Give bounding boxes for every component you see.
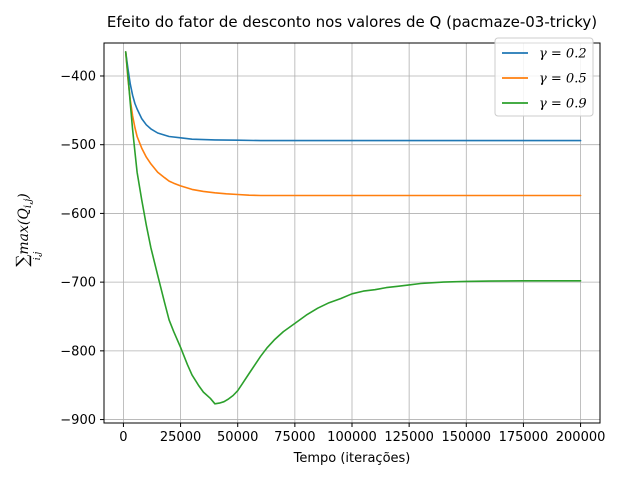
legend-entry: γ = 0.5 — [539, 72, 587, 87]
x-tick-label: 25000 — [160, 430, 201, 445]
x-tick-label: 125000 — [384, 430, 434, 445]
y-tick-label: −500 — [60, 138, 96, 153]
y-tick-label: −700 — [60, 276, 96, 291]
y-axis-label: ∑max(Qi,j) i,j — [13, 193, 43, 267]
x-tick-label: 75000 — [274, 430, 315, 445]
series-line — [124, 51, 582, 142]
y-tick-label: −600 — [60, 207, 96, 222]
y-axis-label-inner-sub: i,j — [23, 199, 34, 208]
x-tick-label: 0 — [119, 430, 127, 445]
y-axis-label-close: ) — [16, 193, 32, 199]
x-tick-label: 50000 — [217, 430, 258, 445]
y-tick-label: −800 — [60, 344, 96, 359]
y-axis-label-sum-subscript: i,j — [33, 252, 43, 261]
series-line — [124, 51, 582, 197]
y-tick-label: −400 — [60, 69, 96, 84]
chart-title: Efeito do fator de desconto nos valores … — [107, 13, 597, 31]
legend: γ = 0.2 γ = 0.5 γ = 0.9 — [494, 37, 594, 117]
x-tick-label: 100000 — [327, 430, 377, 445]
y-axis-label-sum: ∑ — [13, 255, 33, 267]
y-axis-ticks: −900 −800 −700 −600 −500 −400 — [60, 69, 104, 428]
plot-lines — [124, 51, 582, 405]
legend-entry: γ = 0.2 — [539, 47, 587, 62]
x-tick-label: 175000 — [499, 430, 549, 445]
y-tick-label: −900 — [60, 413, 96, 428]
series-line — [124, 51, 582, 405]
x-axis-ticks: 0 25000 50000 75000 100000 125000 150000 175000… — [119, 423, 605, 445]
y-axis-label-main: ∑max(Qi,j) — [13, 193, 34, 267]
x-axis-label: Tempo (iterações) — [293, 451, 411, 466]
x-tick-label: 150000 — [441, 430, 491, 445]
legend-box — [494, 37, 594, 117]
x-tick-label: 200000 — [556, 430, 606, 445]
y-axis-label-body: max(Q — [16, 208, 32, 255]
legend-entry: γ = 0.9 — [539, 97, 587, 112]
